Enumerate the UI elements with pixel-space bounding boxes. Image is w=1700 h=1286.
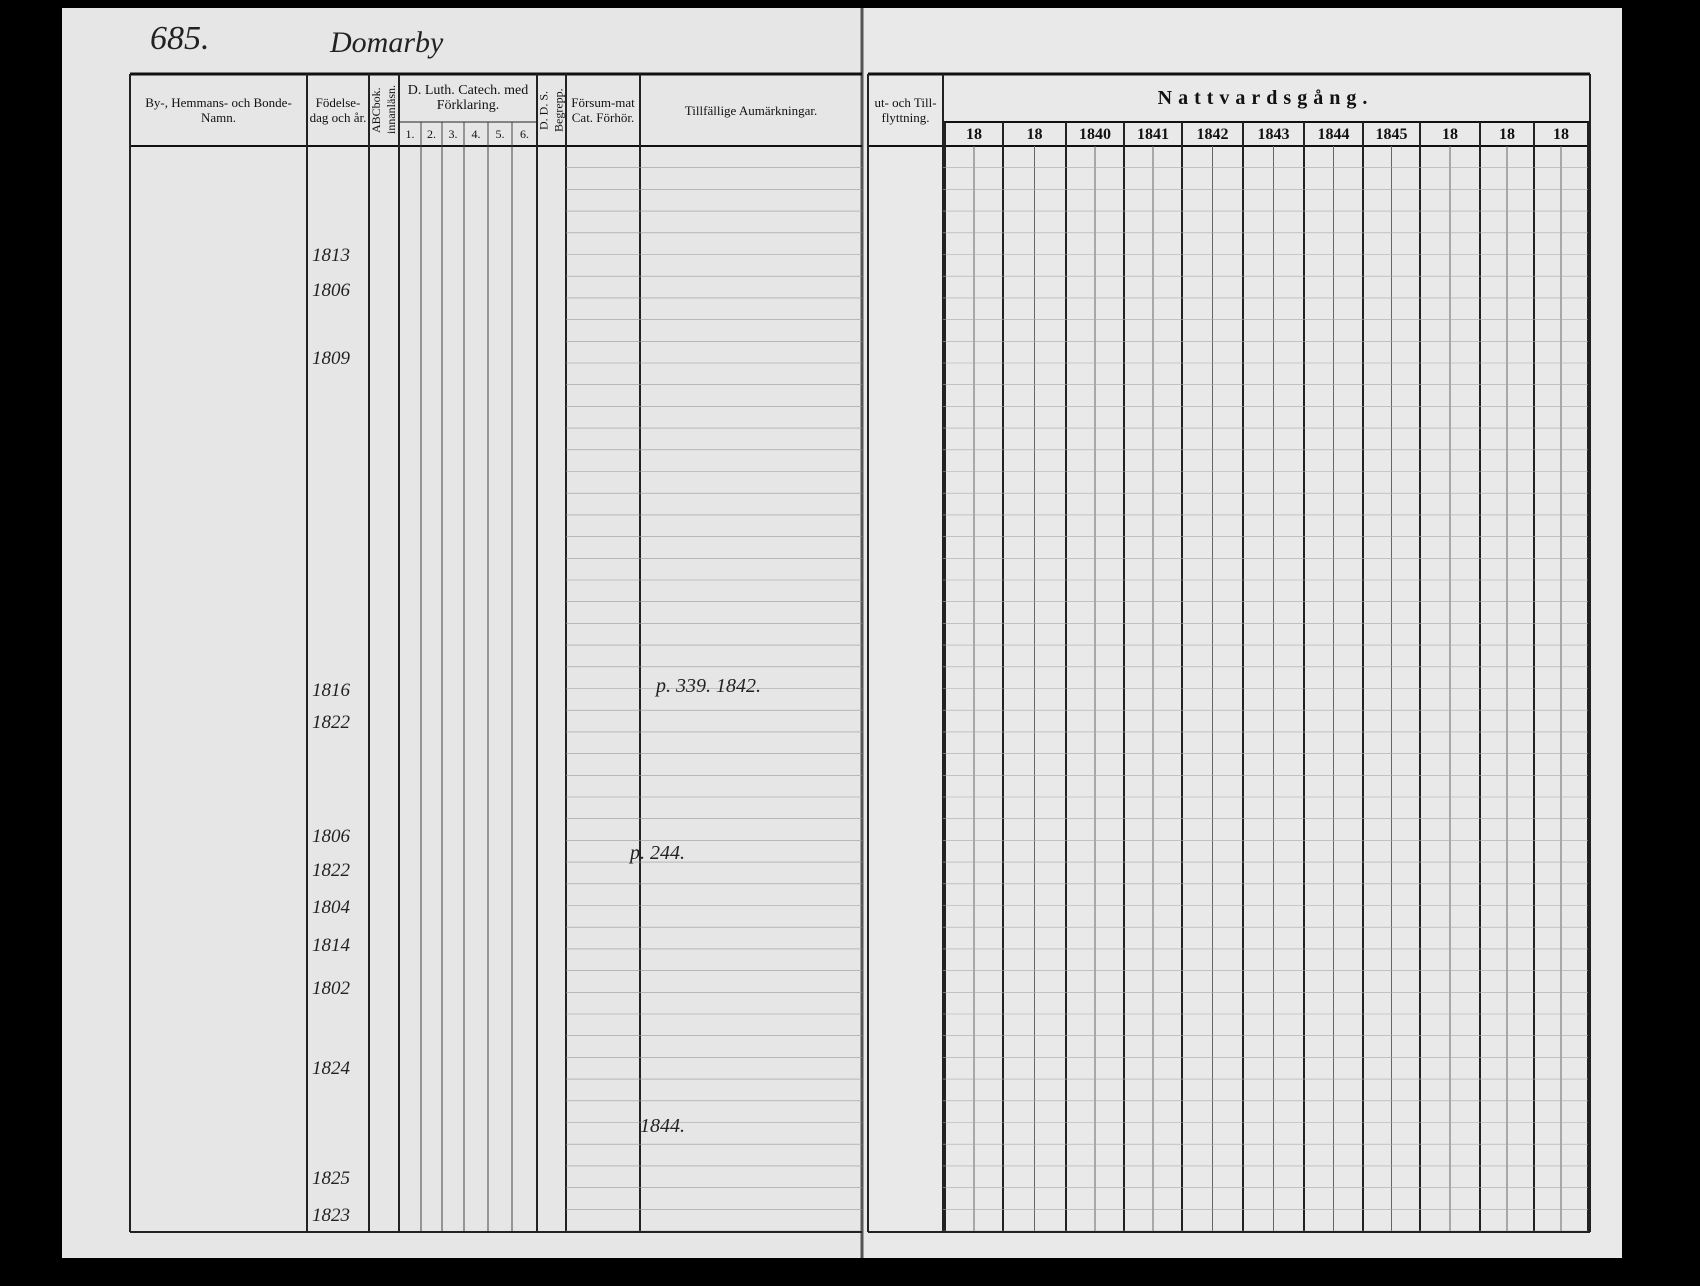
col-header: ut- och Till-flyttning. [874, 95, 937, 125]
birth-year: 1813 [312, 245, 350, 266]
birth-year: 1806 [312, 280, 350, 301]
birth-year: 1806 [312, 826, 350, 847]
birth-year: 1822 [312, 712, 350, 733]
birth-year: 1816 [312, 680, 350, 701]
birth-year: 1824 [312, 1058, 350, 1079]
note: 1844. [640, 1115, 685, 1137]
birth-year: 1823 [312, 1205, 350, 1226]
col-header: Nattvardsgång. [1157, 86, 1374, 109]
year-header: 1842 [1196, 125, 1229, 143]
sub-header: 4. [471, 126, 481, 141]
note: p. 244. [630, 842, 685, 864]
birth-year: 1809 [312, 348, 350, 369]
year-header: 18 [966, 125, 982, 143]
birth-year: 1804 [312, 897, 350, 918]
year-header: 1845 [1375, 125, 1408, 143]
birth-year: 1814 [312, 935, 350, 956]
year-header: 1844 [1317, 125, 1350, 143]
left-page [62, 8, 862, 1258]
sub-header: 2. [427, 126, 436, 141]
col-header: Försum-mat Cat. Förhör. [571, 95, 635, 125]
note: p. 339. 1842. [656, 675, 761, 697]
col-header: Tillfällige Aumärkningar. [684, 102, 818, 118]
page-number: 685. [150, 20, 210, 57]
birth-year: 1802 [312, 978, 350, 999]
col-header: Födelse-dag och år. [309, 95, 367, 125]
year-header: 18 [1499, 125, 1515, 143]
sub-header: 5. [495, 126, 505, 141]
col-header: D. D. S. Begrepp. [536, 88, 566, 132]
year-header: 18 [1442, 125, 1458, 143]
sub-header: 3. [448, 126, 458, 141]
year-header: 1843 [1257, 125, 1290, 143]
year-header: 1840 [1079, 125, 1111, 143]
col-header: D. Luth. Catech. med Förklaring. [407, 83, 529, 113]
year-header: 18 [1026, 125, 1043, 143]
sub-header: 6. [520, 126, 529, 141]
col-header: ABCbok. innanläsn. [369, 85, 398, 135]
place-name: Domarby [330, 26, 444, 59]
year-header: 18 [1553, 125, 1569, 143]
rules [129, 72, 1591, 1233]
birth-year: 1822 [312, 860, 350, 881]
birth-year: 1825 [312, 1168, 350, 1189]
year-header: 1841 [1137, 125, 1169, 143]
col-header: By-, Hemmans- och Bonde-Namn. [145, 95, 292, 125]
sub-header: 1. [405, 126, 415, 141]
